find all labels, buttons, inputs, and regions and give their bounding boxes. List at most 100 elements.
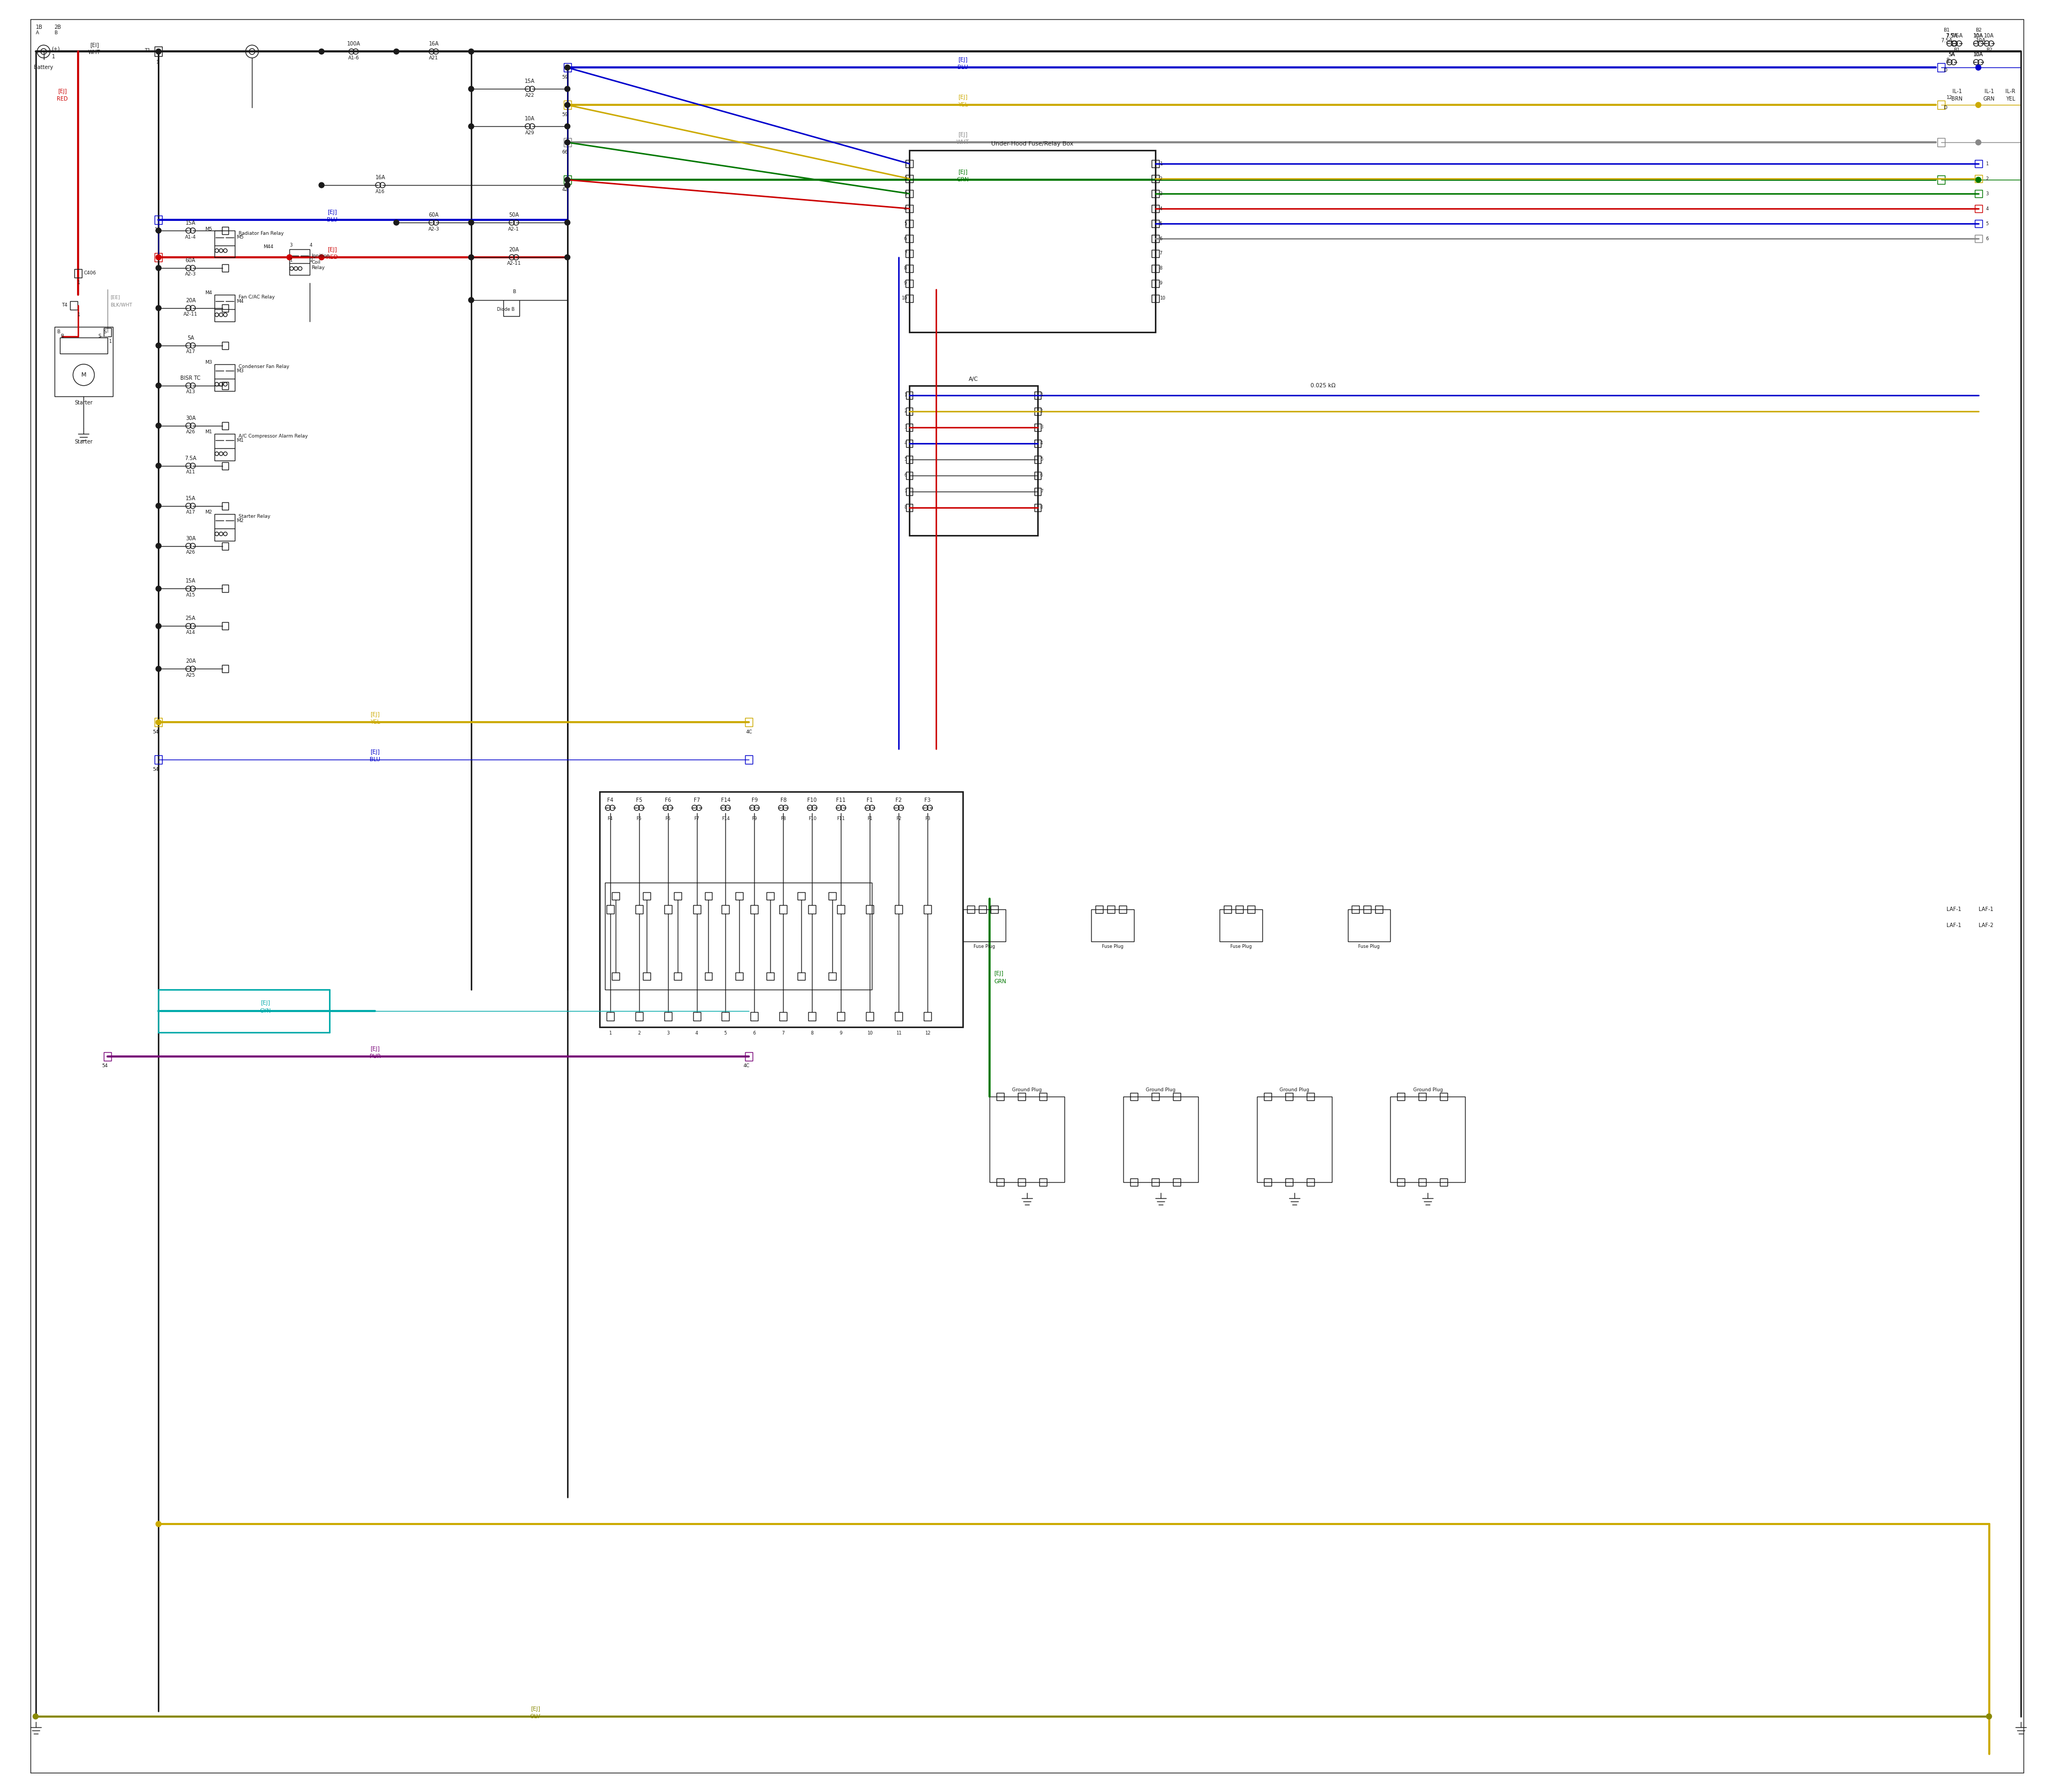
Text: Starter: Starter: [74, 400, 92, 405]
Text: 7.5A: 7.5A: [1941, 38, 1953, 43]
Text: A: A: [35, 30, 39, 36]
Text: 7: 7: [904, 489, 906, 495]
Text: 1: 1: [1986, 161, 1988, 167]
Bar: [1263, 1177, 1271, 1186]
Circle shape: [156, 305, 160, 310]
Bar: [663, 905, 672, 914]
Bar: [990, 905, 998, 914]
Bar: [214, 231, 234, 258]
Text: 10: 10: [867, 1030, 873, 1036]
Bar: [828, 973, 836, 980]
Bar: [1391, 1097, 1465, 1183]
Text: M44: M44: [263, 244, 273, 249]
Text: [EJ]: [EJ]: [957, 95, 967, 100]
Text: 15A: 15A: [526, 79, 534, 84]
Text: 10A: 10A: [1974, 34, 1984, 39]
Text: [EJ]: [EJ]: [370, 1047, 380, 1052]
Bar: [1234, 905, 1243, 914]
Bar: [222, 342, 228, 349]
Bar: [222, 228, 228, 235]
Text: 7: 7: [783, 1030, 785, 1036]
Circle shape: [1986, 1713, 1992, 1719]
Bar: [1152, 294, 1158, 303]
Text: 8: 8: [811, 1030, 813, 1036]
Text: 54: 54: [152, 729, 158, 735]
Bar: [906, 220, 914, 228]
Text: A11: A11: [185, 470, 195, 475]
Text: 7: 7: [1161, 251, 1163, 256]
Text: 4: 4: [696, 1030, 698, 1036]
Text: BLU: BLU: [957, 65, 967, 70]
Bar: [1152, 1177, 1158, 1186]
Circle shape: [565, 86, 571, 91]
Text: F2: F2: [896, 815, 902, 821]
Text: 8: 8: [1947, 57, 1949, 63]
Text: 50A: 50A: [509, 213, 520, 219]
Text: 7.5A: 7.5A: [185, 455, 197, 461]
Bar: [750, 1012, 758, 1020]
Text: 3: 3: [904, 192, 906, 195]
Text: WHT: WHT: [88, 50, 101, 56]
Bar: [1224, 905, 1230, 914]
Bar: [692, 905, 700, 914]
Text: LAF-2: LAF-2: [1978, 923, 1992, 928]
Bar: [74, 269, 82, 278]
Text: 1: 1: [1041, 392, 1043, 398]
Text: Coil
Relay: Coil Relay: [312, 260, 325, 271]
Bar: [1152, 159, 1158, 167]
Bar: [828, 892, 836, 900]
Text: B: B: [511, 290, 516, 294]
Bar: [735, 892, 744, 900]
Text: IL-1: IL-1: [1951, 90, 1962, 95]
Text: B2: B2: [1986, 48, 1992, 52]
Bar: [906, 504, 912, 511]
Text: 9: 9: [1161, 281, 1163, 287]
Text: F11: F11: [836, 815, 844, 821]
Bar: [1039, 1093, 1048, 1100]
Bar: [963, 909, 1006, 941]
Text: B: B: [58, 330, 60, 335]
Text: 2: 2: [310, 258, 312, 263]
Text: 7.5A: 7.5A: [1951, 34, 1964, 39]
Bar: [1019, 1093, 1025, 1100]
Text: 3: 3: [665, 1030, 670, 1036]
Circle shape: [468, 86, 474, 91]
Text: Ground Plug: Ground Plug: [1280, 1088, 1308, 1093]
Text: B1: B1: [1953, 48, 1960, 52]
Bar: [154, 253, 162, 262]
Text: BLK/WHT: BLK/WHT: [111, 303, 131, 306]
Text: 4C: 4C: [746, 729, 752, 735]
Bar: [906, 439, 912, 446]
Text: 5A: 5A: [1947, 52, 1955, 57]
Text: [EJ]: [EJ]: [370, 749, 380, 754]
Text: F7: F7: [694, 797, 700, 803]
Text: 30A: 30A: [185, 416, 195, 421]
Bar: [53, 326, 113, 396]
Text: M3: M3: [236, 369, 244, 373]
Bar: [906, 487, 912, 495]
Text: 59: 59: [561, 75, 567, 79]
Bar: [1107, 905, 1115, 914]
Circle shape: [288, 254, 292, 260]
Bar: [222, 502, 228, 509]
Text: 12: 12: [924, 1030, 930, 1036]
Text: 5: 5: [904, 457, 906, 462]
Text: [EJ]: [EJ]: [957, 133, 967, 138]
Text: 54: 54: [103, 1064, 109, 1068]
Text: F10: F10: [807, 815, 815, 821]
Bar: [1937, 176, 1945, 185]
Text: 5: 5: [725, 1030, 727, 1036]
Circle shape: [156, 228, 160, 233]
Bar: [1035, 439, 1041, 446]
Text: 10A: 10A: [1974, 52, 1982, 57]
Text: 10: 10: [902, 296, 906, 301]
Bar: [705, 973, 713, 980]
Bar: [781, 905, 787, 914]
Bar: [214, 514, 234, 541]
Circle shape: [565, 183, 571, 188]
Text: 100A: 100A: [347, 41, 359, 47]
Text: [EJ]: [EJ]: [327, 247, 337, 253]
Text: Starter: Starter: [74, 439, 92, 444]
Bar: [906, 294, 914, 303]
Text: 7: 7: [904, 251, 906, 256]
